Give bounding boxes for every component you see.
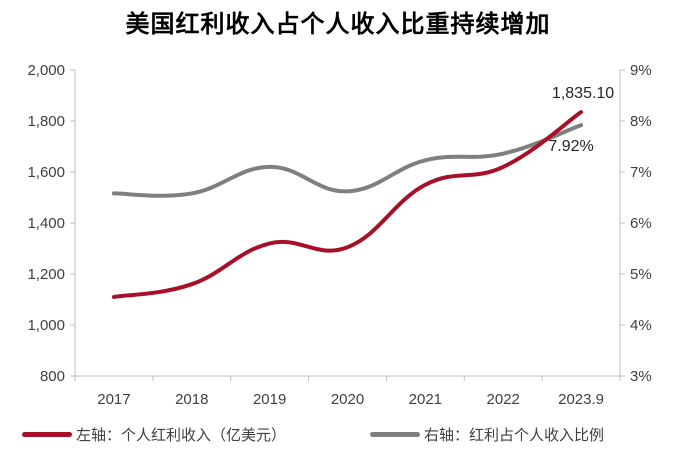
left-tick-label: 1,000 — [27, 317, 65, 334]
series-line-dividend-income — [111, 110, 584, 299]
legend-item-dividend-ratio: 右轴：红利占个人收入比例 — [370, 424, 604, 445]
legend-label-dividend-ratio: 右轴：红利占个人收入比例 — [424, 426, 605, 444]
right-tick-label: 6% — [630, 215, 652, 232]
legend-swatch-dividend-ratio — [370, 432, 420, 437]
left-tick-label: 1,400 — [27, 215, 65, 232]
x-tick-label: 2021 — [409, 391, 442, 408]
x-tick-label: 2018 — [175, 391, 208, 408]
x-tick-label: 2020 — [331, 391, 364, 408]
series-line-dividend-ratio — [111, 123, 584, 198]
chart-title: 美国红利收入占个人收入比重持续增加 — [125, 10, 551, 38]
right-tick-label: 8% — [630, 113, 652, 130]
x-tick-label: 2023.9 — [558, 391, 604, 408]
right-tick-label: 9% — [630, 62, 652, 79]
x-tick-label: 2017 — [97, 391, 130, 408]
x-tick-label: 2019 — [253, 391, 286, 408]
right-tick-label: 3% — [630, 368, 652, 385]
x-tick-label: 2022 — [487, 391, 520, 408]
right-tick-label: 7% — [630, 164, 652, 181]
right-tick-label: 4% — [630, 317, 652, 334]
right-tick-label: 5% — [630, 266, 652, 283]
left-tick-label: 1,600 — [27, 164, 65, 181]
left-tick-label: 1,800 — [27, 113, 65, 130]
data-label-dividend-ratio: 7.92% — [548, 138, 593, 155]
legend-swatch-dividend-income — [22, 432, 72, 437]
left-tick-label: 800 — [40, 368, 65, 385]
left-tick-label: 2,000 — [27, 62, 65, 79]
data-label-dividend-income: 1,835.10 — [552, 85, 614, 102]
legend-label-dividend-income: 左轴：个人红利收入（亿美元） — [76, 426, 287, 444]
legend-item-dividend-income: 左轴：个人红利收入（亿美元） — [22, 424, 286, 445]
left-tick-label: 1,200 — [27, 266, 65, 283]
